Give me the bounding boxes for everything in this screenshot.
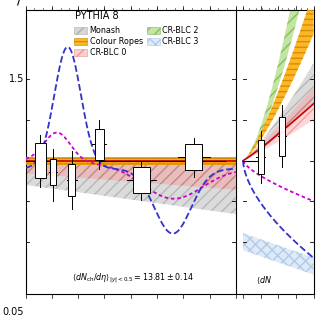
Bar bbox=[132, 167, 150, 193]
Bar bbox=[35, 143, 45, 178]
Bar bbox=[258, 140, 264, 174]
Text: $\langle dN_{\rm ch}/d\eta\rangle_{|y|<0.5} = 13.81 \pm 0.14$: $\langle dN_{\rm ch}/d\eta\rangle_{|y|<0… bbox=[72, 272, 194, 286]
Bar bbox=[279, 117, 285, 156]
Text: 1.5: 1.5 bbox=[9, 74, 24, 84]
Bar bbox=[95, 129, 103, 160]
Legend: Monash, Colour Ropes, CR-BLC 0, CR-BLC 2, CR-BLC 3: Monash, Colour Ropes, CR-BLC 0, CR-BLC 2… bbox=[74, 27, 198, 58]
Text: PYTHIA 8: PYTHIA 8 bbox=[75, 11, 118, 21]
Bar bbox=[185, 144, 203, 170]
Text: $\langle dN$: $\langle dN$ bbox=[256, 275, 272, 286]
Bar bbox=[50, 159, 56, 185]
Text: $/$: $/$ bbox=[16, 0, 23, 7]
Bar bbox=[68, 164, 75, 196]
Text: 0.05: 0.05 bbox=[3, 307, 24, 317]
